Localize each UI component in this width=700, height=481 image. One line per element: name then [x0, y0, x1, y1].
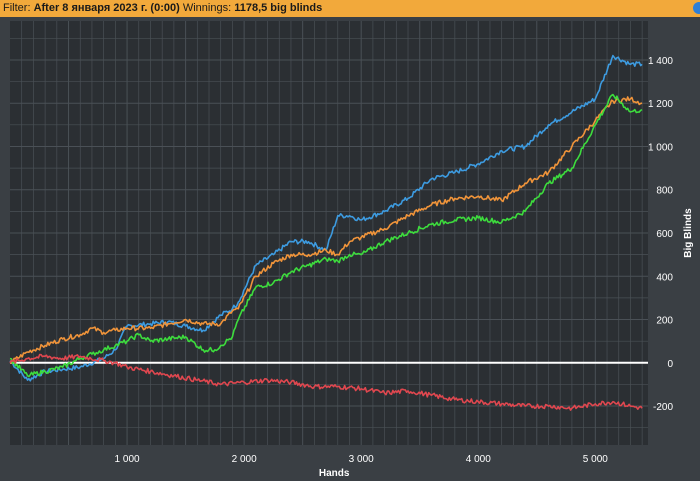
filter-value[interactable]: After 8 января 2023 г. (0:00) — [33, 2, 180, 14]
y-tick-label: 800 — [656, 186, 673, 197]
x-axis-title: Hands — [319, 468, 350, 479]
x-axis-ticks: 1 000 2 000 3 000 4 000 5 000 — [115, 454, 609, 465]
y-axis-title: Big Blinds — [683, 208, 694, 258]
y-tick-label: 1 000 — [648, 142, 673, 153]
series-line-2 — [9, 96, 643, 364]
x-tick-label: 3 000 — [349, 454, 374, 465]
x-tick-label: 4 000 — [466, 454, 491, 465]
series-line-4 — [9, 353, 643, 411]
close-icon[interactable] — [693, 2, 700, 14]
chart-area: 1 000 2 000 3 000 4 000 5 000 -200 0 200 400 600… — [0, 17, 700, 481]
y-tick-label: 200 — [656, 316, 673, 327]
series-line-3 — [9, 93, 643, 378]
y-tick-label: 600 — [656, 229, 673, 240]
filter-label: Filter: — [3, 2, 31, 14]
x-tick-label: 2 000 — [232, 454, 257, 465]
x-tick-label: 5 000 — [583, 454, 608, 465]
series-layer — [9, 54, 643, 411]
filter-bar: Filter: After 8 января 2023 г. (0:00) Wi… — [0, 0, 700, 17]
y-tick-label: 1 200 — [648, 99, 673, 110]
y-tick-label: 400 — [656, 272, 673, 283]
y-tick-label: -200 — [653, 402, 673, 413]
y-tick-label: 0 — [667, 359, 673, 370]
winnings-value: 1178,5 big blinds — [234, 2, 323, 14]
x-tick-label: 1 000 — [115, 454, 140, 465]
winnings-label: Winnings: — [182, 2, 232, 14]
y-tick-label: 1 400 — [648, 56, 673, 67]
winnings-chart: 1 000 2 000 3 000 4 000 5 000 -200 0 200 400 600… — [9, 21, 694, 479]
y-axis-ticks: -200 0 200 400 600 800 1 000 1 200 1 400 — [648, 56, 673, 413]
